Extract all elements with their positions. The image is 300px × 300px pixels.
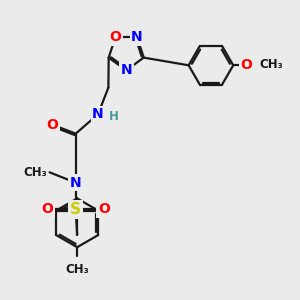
Text: O: O xyxy=(241,58,253,72)
Text: O: O xyxy=(98,202,110,216)
Text: O: O xyxy=(110,30,121,44)
Text: N: N xyxy=(70,176,82,190)
Text: CH₃: CH₃ xyxy=(259,58,283,71)
Text: O: O xyxy=(46,118,58,132)
Text: S: S xyxy=(70,202,81,217)
Text: CH₃: CH₃ xyxy=(65,262,89,276)
Text: N: N xyxy=(92,107,104,121)
Text: N: N xyxy=(120,63,132,77)
Text: CH₃: CH₃ xyxy=(23,166,47,179)
Text: O: O xyxy=(41,202,53,216)
Text: N: N xyxy=(131,30,143,44)
Text: H: H xyxy=(109,110,119,123)
